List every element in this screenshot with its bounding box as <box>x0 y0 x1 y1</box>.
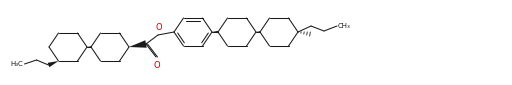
Polygon shape <box>87 46 91 48</box>
Polygon shape <box>256 31 260 33</box>
Polygon shape <box>48 61 58 67</box>
Text: O: O <box>156 23 162 32</box>
Polygon shape <box>212 31 218 33</box>
Text: H₃C: H₃C <box>11 61 24 67</box>
Text: O: O <box>154 61 160 70</box>
Polygon shape <box>129 40 146 48</box>
Text: CH₃: CH₃ <box>338 23 351 29</box>
